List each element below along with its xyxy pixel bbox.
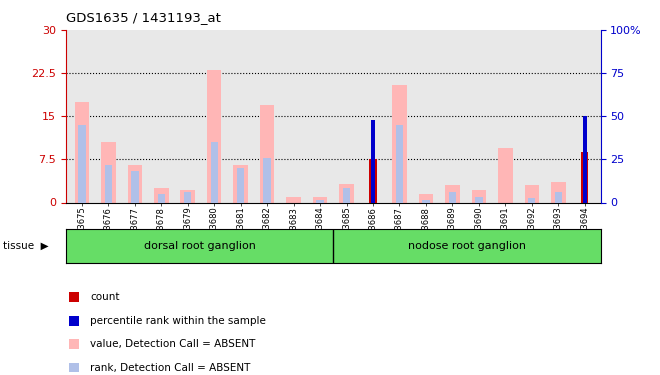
Bar xyxy=(313,197,327,202)
Bar xyxy=(472,190,486,202)
Bar xyxy=(316,200,324,202)
Bar xyxy=(475,197,482,202)
Bar xyxy=(131,171,139,202)
Bar xyxy=(583,116,587,202)
Text: percentile rank within the sample: percentile rank within the sample xyxy=(90,316,266,326)
Bar xyxy=(154,188,168,202)
Bar xyxy=(78,125,86,202)
Bar xyxy=(581,152,589,202)
Bar xyxy=(260,105,275,202)
Bar xyxy=(554,192,562,202)
Bar xyxy=(396,125,403,202)
Bar xyxy=(286,197,301,202)
Bar xyxy=(343,188,350,202)
Bar xyxy=(237,168,244,202)
Text: value, Detection Call = ABSENT: value, Detection Call = ABSENT xyxy=(90,339,255,349)
Bar xyxy=(551,182,566,203)
Bar xyxy=(525,185,539,202)
Bar xyxy=(339,184,354,203)
Text: GDS1635 / 1431193_at: GDS1635 / 1431193_at xyxy=(66,11,221,24)
Bar xyxy=(158,194,165,202)
Bar xyxy=(418,194,433,202)
Text: tissue  ▶: tissue ▶ xyxy=(3,241,49,250)
Text: rank, Detection Call = ABSENT: rank, Detection Call = ABSENT xyxy=(90,363,250,373)
Bar xyxy=(180,190,195,202)
Bar xyxy=(105,165,112,202)
Text: nodose root ganglion: nodose root ganglion xyxy=(408,241,526,250)
Bar xyxy=(392,85,407,203)
Bar xyxy=(445,185,459,202)
Bar xyxy=(528,198,535,202)
Bar xyxy=(211,142,218,202)
Bar xyxy=(371,120,375,202)
Bar xyxy=(234,165,248,202)
Bar xyxy=(184,192,191,202)
Bar xyxy=(207,70,222,202)
Bar xyxy=(449,192,456,202)
Bar xyxy=(370,159,377,202)
Text: count: count xyxy=(90,292,119,303)
Text: dorsal root ganglion: dorsal root ganglion xyxy=(144,241,255,250)
Bar xyxy=(127,165,142,202)
Bar xyxy=(422,200,430,202)
Bar xyxy=(498,148,513,202)
Bar xyxy=(263,158,271,203)
Bar xyxy=(75,102,89,202)
Bar xyxy=(101,142,116,202)
